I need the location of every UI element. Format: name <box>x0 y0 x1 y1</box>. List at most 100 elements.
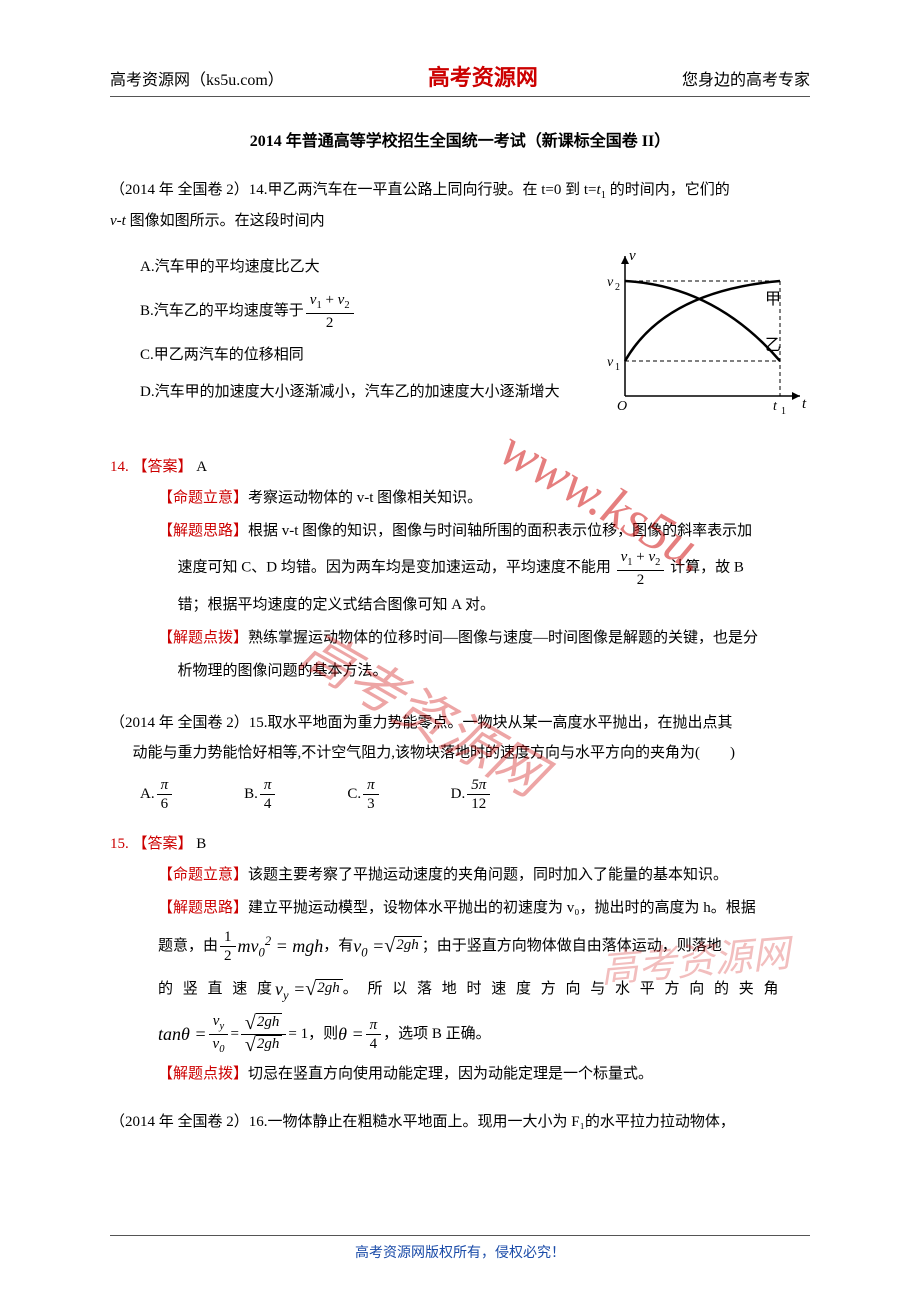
a15-intent-label: 【命题立意】 <box>158 867 248 883</box>
q15-d-pre: D. <box>451 786 466 803</box>
q14-optb-den: 2 <box>306 314 354 332</box>
svg-text:t: t <box>773 399 778 414</box>
answer-15: 15. 【答案】 B 【命题立意】该题主要考察了平抛运动速度的夹角问题，同时加入… <box>110 829 810 1091</box>
a15-path-line4: tanθ = vy v0 = √2gh √2gh = 1 ，则 θ = π 4 … <box>158 1011 810 1058</box>
q15-option-d: D. 5π12 <box>451 776 493 813</box>
a14-num: 14. <box>110 459 133 475</box>
a15-tip-text: 切忌在竖直方向使用动能定理，因为动能定理是一个标量式。 <box>248 1066 653 1082</box>
q14-stem-prefix: （2014 年 全国卷 2）14.甲乙两汽车在一平直公路上同向行驶。在 t=0 … <box>110 182 597 198</box>
q15-a-num: π <box>157 776 173 795</box>
a14-path-3: 错；根据平均速度的定义式结合图像可知 A 对。 <box>178 589 811 622</box>
q14-stem-line2: v-t 图像如图所示。在这段时间内 <box>110 206 810 236</box>
svg-text:1: 1 <box>781 406 786 417</box>
a15-answer-value: B <box>196 836 206 852</box>
a15-theta-num: π <box>366 1016 382 1035</box>
a15-l2-pre: 题意，由 <box>158 928 218 964</box>
q14-option-c: C.甲乙两汽车的位移相同 <box>140 342 587 369</box>
a15-num: 15. <box>110 836 133 852</box>
a15-pi4-frac: π 4 <box>366 1016 382 1053</box>
a14-intent-label: 【命题立意】 <box>158 490 248 506</box>
q15-option-c: C. π3 <box>347 776 380 813</box>
q14-stem-line1: （2014 年 全国卷 2）14.甲乙两汽车在一平直公路上同向行驶。在 t=0 … <box>110 175 810 206</box>
a14-path2-den: 2 <box>617 571 665 589</box>
a15-theta-den: 4 <box>366 1035 382 1053</box>
a15-answer-label: 【答案】 <box>133 836 197 852</box>
page-header: 高考资源网（ks5u.com） 高考资源网 您身边的高考专家 <box>110 60 810 97</box>
vt-graph: v t O v2 v1 t1 甲 乙 <box>605 246 810 426</box>
a15-path-label: 【解题思路】 <box>158 900 248 916</box>
svg-text:2: 2 <box>615 282 620 293</box>
q15-a-pre: A. <box>140 786 155 803</box>
a14-tip-1: 熟练掌握运动物体的位移时间—图像与速度—时间图像是解题的关键，也是分 <box>248 630 758 646</box>
a15-tan: tanθ = <box>158 1011 207 1058</box>
a14-path-2: 速度可知 C、D 均错。因为两车均是变加速运动，平均速度不能用 v1 + v2 … <box>178 548 811 589</box>
a15-eq-sign: = <box>230 1015 238 1054</box>
q15-c-num: π <box>363 776 379 795</box>
q15-c-den: 3 <box>363 795 379 813</box>
q14-option-a: A.汽车甲的平均速度比乙大 <box>140 254 587 281</box>
a15-l4-tail: ，选项 B 正确。 <box>383 1015 491 1054</box>
a14-path-1: 根据 v-t 图像的知识，图像与时间轴所围的面积表示位移，图像的斜率表示加 <box>248 523 752 539</box>
a14-path-label: 【解题思路】 <box>158 523 248 539</box>
q15-b-num: π <box>260 776 276 795</box>
a15-eq1-den: 2 <box>220 947 236 965</box>
a15-path-1: 建立平抛运动模型，设物体水平抛出的初速度为 v₀，抛出时的高度为 h。根据 <box>248 900 756 916</box>
q15-a-den: 6 <box>157 795 173 813</box>
header-right: 您身边的高考专家 <box>682 66 810 90</box>
q16-stem: （2014 年 全国卷 2）16.一物体静止在粗糙水平地面上。现用一大小为 F₁… <box>110 1107 810 1137</box>
q14-option-b: B.汽车乙的平均速度等于 v1 + v2 2 <box>140 291 587 332</box>
q15-d-num: 5π <box>467 776 490 795</box>
answer-14: 14. 【答案】 A 【命题立意】考察运动物体的 v-t 图像相关知识。 【解题… <box>110 452 810 688</box>
q14-optb-pre: B.汽车乙的平均速度等于 <box>140 298 304 325</box>
a15-sqrt-frac: √2gh √2gh <box>241 1013 286 1056</box>
a14-path2-pre: 速度可知 C、D 均错。因为两车均是变加速运动，平均速度不能用 <box>178 560 615 576</box>
q14-option-d: D.汽车甲的加速度大小逐渐减小，汽车乙的加速度大小逐渐增大 <box>140 379 587 406</box>
svg-text:1: 1 <box>615 362 620 373</box>
a14-answer-value: A <box>196 459 207 475</box>
q15-stem-2: 动能与重力势能恰好相等,不计空气阻力,该物块落地时的速度方向与水平方向的夹角为(… <box>110 738 810 768</box>
a15-eq1-num: 1 <box>220 928 236 947</box>
a14-answer-label: 【答案】 <box>133 459 197 475</box>
header-left: 高考资源网（ks5u.com） <box>110 66 284 90</box>
a15-eq1-v0: v0 = <box>353 925 384 968</box>
a14-path2-post: 计算，故 B <box>670 560 744 576</box>
a15-theta: θ = <box>338 1011 364 1058</box>
a15-eq1-post: ，有 <box>323 928 353 964</box>
a15-path-line2: 题意，由 12 mv02 = mgh ，有 v0 = √2gh ；由于竖直方向物… <box>158 925 810 968</box>
a14-tip-2: 析物理的图像问题的基本方法。 <box>178 655 811 688</box>
header-center-logo: 高考资源网 <box>428 60 538 92</box>
a15-intent-text: 该题主要考察了平抛运动速度的夹角问题，同时加入了能量的基本知识。 <box>248 867 728 883</box>
a14-tip-label: 【解题点拨】 <box>158 630 248 646</box>
a15-vy: vy = <box>275 968 305 1011</box>
q15-b-pre: B. <box>244 786 258 803</box>
a14-path2-frac: v1 + v2 2 <box>617 548 665 589</box>
svg-text:v: v <box>607 275 614 290</box>
a15-l3-pre: 的 竖 直 速 度 <box>158 971 275 1007</box>
q15-stem-1: （2014 年 全国卷 2）15.取水平地面为重力势能零点。一物块从某一高度水平… <box>110 708 810 738</box>
page-footer: 高考资源网版权所有，侵权必究！ <box>110 1235 810 1262</box>
a15-eq1-tail: ；由于竖直方向物体做自由落体运动，则落地 <box>422 928 722 964</box>
svg-text:O: O <box>617 399 627 414</box>
exam-title: 2014 年普通高等学校招生全国统一考试（新课标全国卷 II） <box>110 127 810 151</box>
q15-options: A. π6 B. π4 C. π3 D. 5π12 <box>140 776 810 813</box>
a15-res-1: = 1 <box>288 1015 308 1054</box>
a15-l4-mid: ，则 <box>308 1015 338 1054</box>
q14-stem-suffix: 的时间内，它们的 <box>606 182 730 198</box>
q15-c-pre: C. <box>347 786 361 803</box>
q15-option-b: B. π4 <box>244 776 277 813</box>
svg-text:甲: 甲 <box>765 291 781 308</box>
q15-option-a: A. π6 <box>140 776 174 813</box>
q15-b-den: 4 <box>260 795 276 813</box>
a15-sqrt-2gh-2: √2gh <box>305 979 342 999</box>
svg-text:v: v <box>629 248 636 264</box>
a15-path-line3: 的 竖 直 速 度 vy = √2gh 。 所 以 落 地 时 速 度 方 向 … <box>158 968 810 1011</box>
a15-vyv0-frac: vy v0 <box>209 1012 229 1056</box>
svg-text:t: t <box>802 396 807 412</box>
svg-text:乙: 乙 <box>765 337 781 354</box>
q14-optb-frac: v1 + v2 2 <box>306 291 354 332</box>
a15-l3-post: 。 所 以 落 地 时 速 度 方 向 与 水 平 方 向 的 夹 角 <box>343 971 782 1007</box>
a14-intent-text: 考察运动物体的 v-t 图像相关知识。 <box>248 490 482 506</box>
svg-text:v: v <box>607 355 614 370</box>
a15-eq1-mid: mv02 = mgh <box>238 925 324 968</box>
q15-d-den: 12 <box>467 795 490 813</box>
